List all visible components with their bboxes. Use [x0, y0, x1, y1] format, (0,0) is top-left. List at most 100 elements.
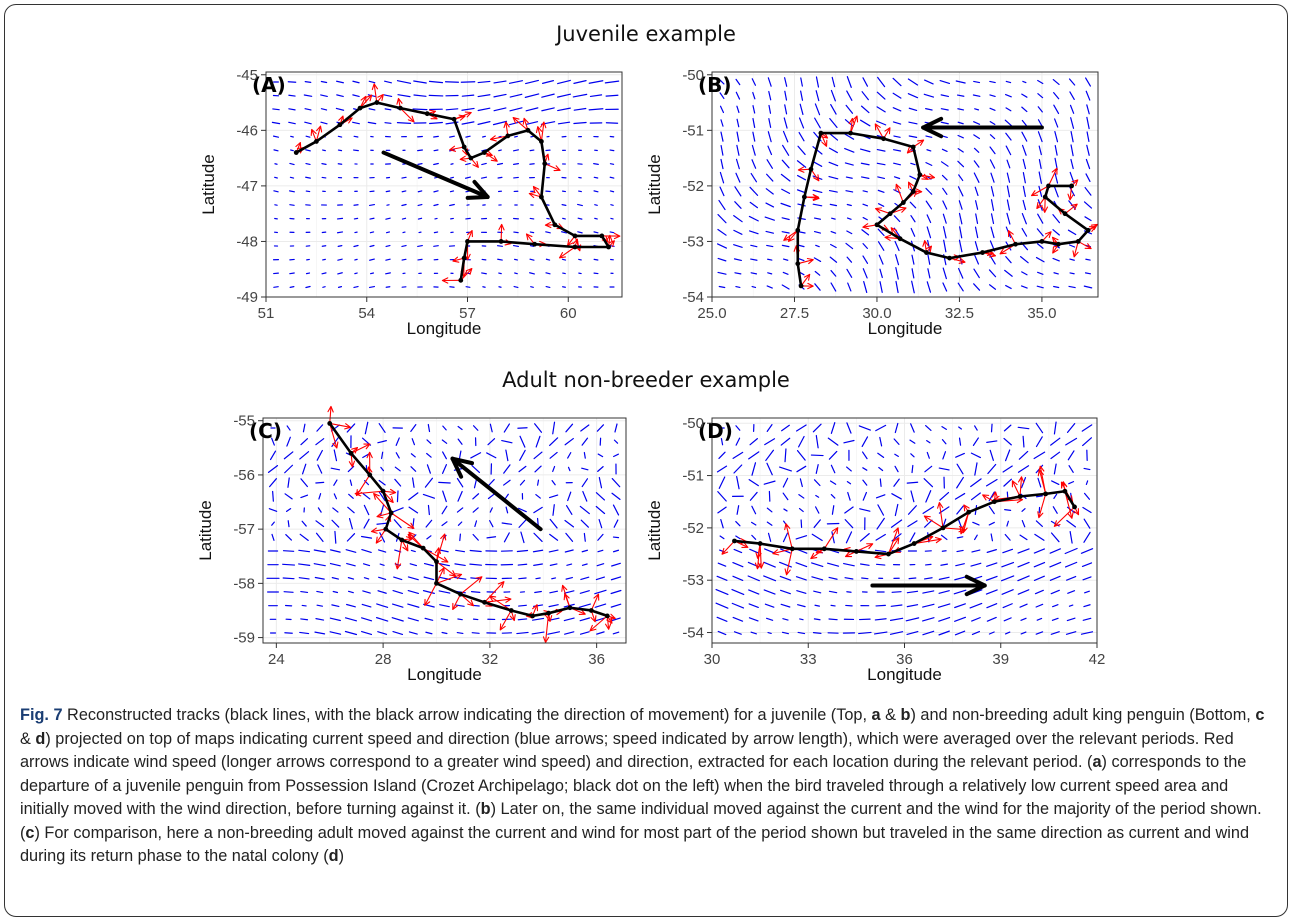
- current-arrow: [1037, 106, 1043, 113]
- wind-arrow-head: [371, 83, 379, 91]
- current-arrow: [1051, 617, 1059, 621]
- current-arrow: [1070, 158, 1074, 170]
- current-arrow: [942, 200, 948, 210]
- current-arrow: [580, 519, 589, 528]
- current-arrow: [1053, 285, 1060, 289]
- current-arrow: [514, 135, 518, 138]
- wind-arrow-head: [807, 282, 814, 290]
- x-tick-label: 24: [268, 651, 285, 668]
- current-arrow: [518, 519, 527, 528]
- current-arrow: [1053, 421, 1057, 435]
- current-arrow: [1005, 256, 1012, 264]
- current-arrow: [1070, 144, 1074, 157]
- current-arrow: [564, 437, 574, 446]
- current-arrow: [958, 426, 962, 430]
- current-arrow: [974, 254, 980, 265]
- current-arrow: [395, 452, 400, 459]
- caption-panel-ref: b: [900, 706, 911, 724]
- current-arrow: [477, 80, 491, 84]
- current-arrow: [401, 258, 407, 261]
- current-arrow: [940, 94, 949, 98]
- current-arrow: [1054, 131, 1059, 143]
- current-arrow: [719, 171, 725, 184]
- track-point: [606, 244, 611, 250]
- current-arrow: [477, 107, 491, 112]
- current-arrow: [893, 215, 901, 223]
- current-arrow: [401, 176, 407, 179]
- current-arrow: [765, 202, 775, 208]
- current-arrow: [731, 588, 745, 596]
- current-arrow: [433, 190, 439, 193]
- wind-arrow-head: [608, 240, 615, 248]
- current-arrow: [1037, 79, 1044, 85]
- wind-arrow: [914, 538, 942, 545]
- current-arrow: [876, 120, 887, 126]
- current-arrow: [732, 575, 744, 581]
- wind-arrow-head: [1067, 193, 1074, 201]
- current-arrow: [926, 439, 931, 444]
- current-arrow: [716, 616, 728, 622]
- current-arrow: [954, 630, 966, 636]
- y-tick-label: -53: [682, 233, 704, 250]
- current-arrow: [471, 632, 480, 634]
- current-arrow: [369, 258, 375, 261]
- current-arrow: [909, 439, 916, 444]
- wind-arrow: [942, 527, 965, 531]
- current-arrow: [533, 451, 543, 460]
- current-arrow: [337, 149, 343, 152]
- current-arrow: [347, 590, 354, 594]
- wind-arrow-head: [449, 145, 457, 152]
- current-arrow: [798, 258, 805, 262]
- current-arrow: [752, 117, 756, 129]
- wind-arrow: [375, 528, 387, 544]
- wind-arrow-head: [1030, 190, 1039, 197]
- current-arrow: [735, 520, 741, 527]
- current-arrow: [909, 175, 917, 180]
- track-point: [424, 111, 430, 117]
- current-arrow: [863, 280, 868, 294]
- wind-arrow: [924, 515, 944, 529]
- y-tick-label: -58: [233, 575, 255, 592]
- current-arrow: [941, 426, 947, 430]
- current-arrow: [573, 80, 587, 84]
- current-arrow: [271, 521, 275, 526]
- current-arrow: [830, 282, 837, 292]
- wind-arrow: [562, 585, 571, 608]
- current-arrow: [271, 437, 275, 446]
- current-arrow: [1064, 547, 1078, 555]
- current-arrow: [957, 134, 964, 139]
- current-arrow: [1017, 575, 1030, 582]
- wind-arrow-head: [783, 234, 791, 241]
- current-arrow: [813, 519, 821, 529]
- current-arrow: [541, 93, 555, 98]
- current-arrow: [1017, 548, 1030, 554]
- wind-arrow-head: [991, 491, 999, 499]
- track-point: [910, 189, 916, 194]
- current-arrow: [910, 423, 915, 433]
- current-arrow: [595, 505, 606, 515]
- current-arrow: [858, 425, 871, 431]
- current-arrow: [377, 440, 387, 444]
- current-arrow: [315, 618, 325, 621]
- current-arrow: [859, 533, 870, 542]
- current-arrow: [441, 631, 448, 635]
- current-arrow: [1052, 257, 1060, 262]
- wind-arrow-head: [544, 221, 552, 229]
- current-arrow: [581, 549, 589, 553]
- current-arrow: [321, 245, 327, 247]
- current-arrow: [831, 505, 835, 515]
- wind-arrow: [376, 512, 392, 518]
- current-arrow: [613, 439, 619, 444]
- current-arrow: [305, 176, 311, 179]
- current-arrow: [751, 144, 756, 156]
- wind-arrow: [359, 94, 373, 109]
- current-arrow: [612, 631, 620, 635]
- current-arrow: [1020, 617, 1027, 621]
- current-arrow: [861, 229, 870, 236]
- current-arrow: [890, 604, 903, 607]
- current-arrow: [1021, 227, 1028, 237]
- wind-arrow: [544, 163, 561, 171]
- current-arrow: [598, 476, 603, 489]
- current-arrow: [274, 176, 278, 179]
- current-arrow: [893, 135, 901, 138]
